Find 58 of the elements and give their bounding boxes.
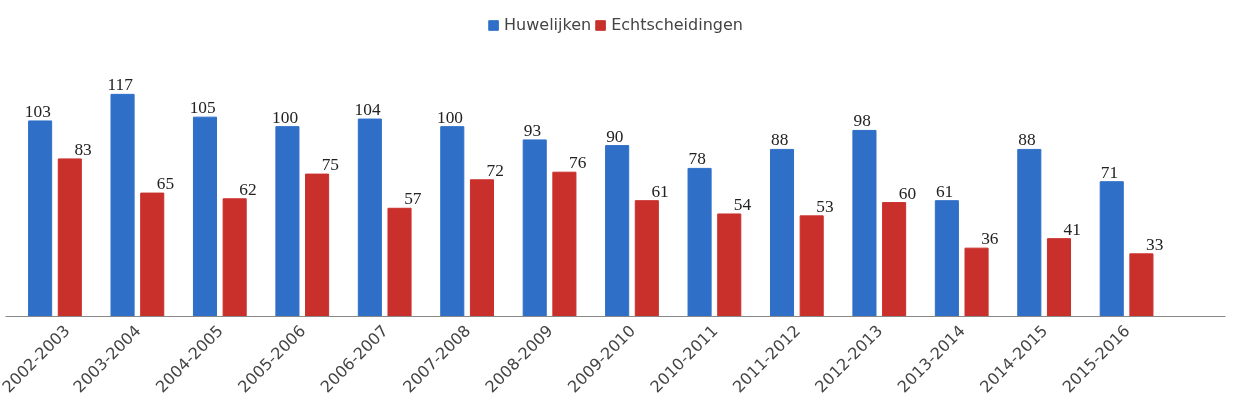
data-label: 57 — [404, 189, 422, 209]
data-label: 65 — [156, 174, 175, 194]
bar — [305, 173, 330, 317]
bar — [28, 120, 53, 317]
bar — [852, 129, 877, 317]
data-label: 60 — [898, 183, 917, 203]
legend-label: Huwelijken — [504, 15, 592, 34]
data-label: 90 — [606, 126, 624, 146]
data-label: 36 — [981, 229, 999, 249]
bar — [799, 215, 824, 317]
bar — [140, 192, 165, 317]
data-label: 83 — [74, 139, 92, 159]
data-label: 100 — [436, 107, 463, 127]
data-label: 117 — [107, 75, 134, 95]
data-label: 105 — [189, 98, 216, 118]
data-label: 88 — [771, 130, 789, 150]
bar — [192, 116, 218, 317]
bar — [769, 148, 795, 317]
bar — [110, 93, 135, 317]
bar — [634, 200, 659, 317]
data-label: 100 — [272, 107, 299, 127]
bar — [964, 247, 989, 317]
data-label: 33 — [1146, 234, 1164, 254]
data-label: 88 — [1018, 130, 1036, 150]
bar — [882, 202, 907, 317]
data-label: 62 — [239, 179, 257, 199]
data-label: 103 — [24, 101, 51, 121]
data-label: 71 — [1100, 162, 1119, 182]
data-label: 61 — [935, 181, 954, 201]
data-label: 93 — [523, 120, 542, 140]
data-label: 78 — [688, 149, 706, 169]
bar — [552, 171, 577, 317]
data-label: 75 — [321, 155, 340, 175]
bar — [440, 126, 465, 317]
bar — [469, 179, 494, 317]
data-label: 98 — [853, 111, 871, 131]
bar — [222, 198, 247, 317]
bar — [687, 167, 712, 317]
data-label: 41 — [1063, 219, 1081, 239]
bar — [522, 139, 547, 317]
data-label: 76 — [569, 153, 587, 173]
bar — [1017, 148, 1042, 317]
bar — [357, 118, 382, 317]
bar — [387, 207, 412, 317]
bar — [1099, 181, 1124, 317]
bar — [934, 200, 959, 317]
bar — [1129, 253, 1154, 317]
bar — [605, 145, 630, 317]
data-label: 54 — [733, 194, 752, 214]
data-label: 72 — [486, 160, 504, 180]
data-label: 53 — [816, 196, 834, 216]
bar — [717, 213, 742, 317]
bar — [275, 126, 300, 317]
bar — [57, 158, 82, 317]
bar — [1046, 238, 1072, 317]
data-label: 104 — [354, 100, 381, 120]
data-label: 61 — [651, 181, 669, 201]
legend-label: Echtscheidingen — [611, 15, 743, 34]
